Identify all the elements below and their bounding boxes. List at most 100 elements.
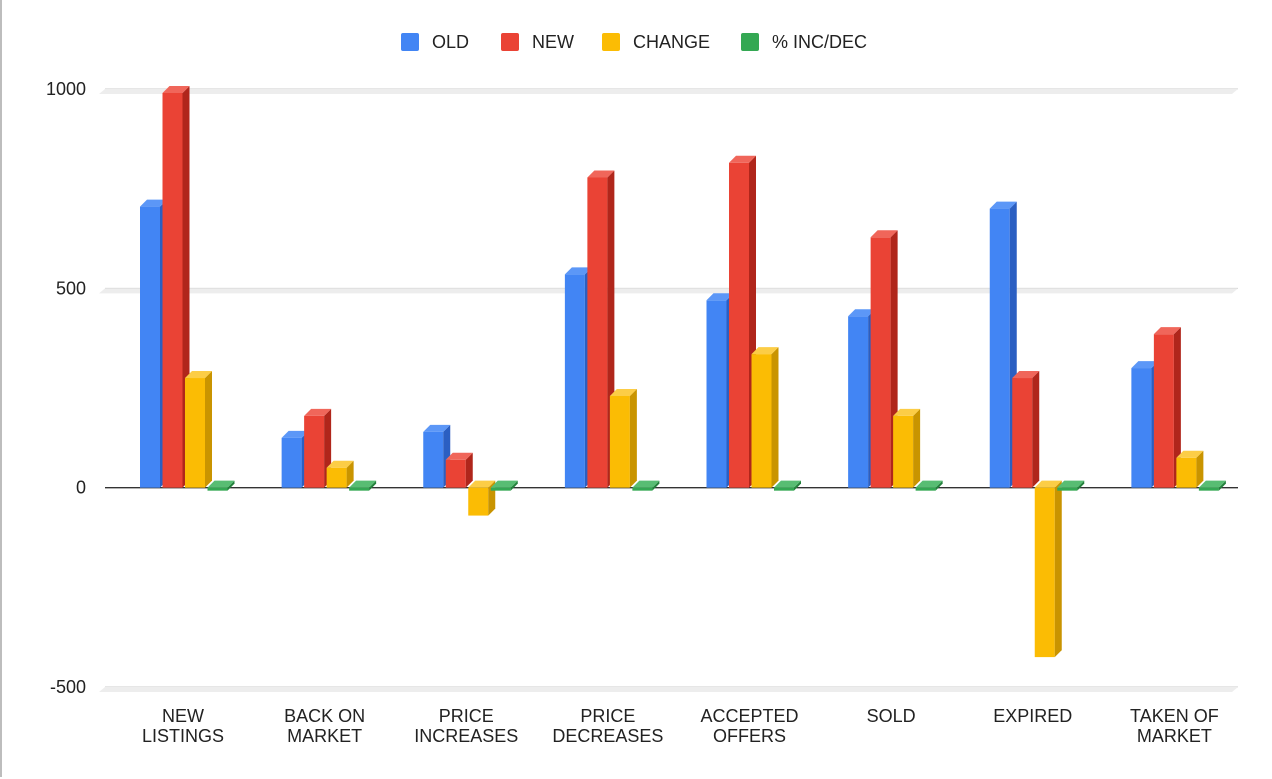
legend-item[interactable]: OLD xyxy=(401,32,469,52)
bar-side xyxy=(652,480,660,491)
bar-side xyxy=(794,480,801,491)
bar-front xyxy=(893,415,914,488)
bars xyxy=(140,85,1226,658)
x-category-label: DECREASES xyxy=(552,726,663,746)
bar--inc-dec xyxy=(207,480,235,491)
bar-top xyxy=(893,408,921,416)
bar-front xyxy=(848,316,869,488)
bar-side xyxy=(1196,450,1204,488)
bar-front xyxy=(706,300,727,488)
legend-item[interactable]: CHANGE xyxy=(602,32,710,52)
bar-front xyxy=(1012,378,1033,488)
bar-side xyxy=(510,480,518,491)
gridline-depth xyxy=(99,687,1238,692)
legend[interactable]: OLD NEW CHANGE % INC/DEC xyxy=(401,32,867,52)
bar-front xyxy=(774,487,794,491)
bar-new xyxy=(1153,327,1181,488)
x-category-label: LISTINGS xyxy=(142,726,224,746)
y-tick-label: -500 xyxy=(50,677,86,697)
bar--inc-dec xyxy=(632,480,660,491)
bar-change xyxy=(1034,480,1062,658)
bar-front xyxy=(207,487,228,491)
bar-side xyxy=(1173,327,1181,488)
bar-change xyxy=(1176,450,1204,488)
bar-top xyxy=(706,293,734,301)
bar-side xyxy=(205,371,212,488)
bar-change xyxy=(185,371,212,488)
bar--inc-dec xyxy=(1198,480,1226,491)
bar-side xyxy=(629,388,637,488)
bar-side xyxy=(227,480,235,491)
bar--inc-dec xyxy=(915,480,943,491)
legend-label: % INC/DEC xyxy=(772,32,867,52)
bar-new xyxy=(1012,371,1040,488)
bar-front xyxy=(185,378,205,488)
x-category-label: PRICE xyxy=(439,706,494,726)
bar-front xyxy=(729,162,749,488)
x-category-label: NEW xyxy=(162,706,204,726)
bar-top xyxy=(915,480,943,488)
x-category-label: SOLD xyxy=(867,706,916,726)
legend-item[interactable]: NEW xyxy=(501,32,574,52)
bar-top xyxy=(304,408,332,416)
bar-front xyxy=(1057,487,1078,491)
x-category-label: EXPIRED xyxy=(993,706,1072,726)
bar--inc-dec xyxy=(490,480,518,491)
bar-side xyxy=(346,460,354,488)
bar-front xyxy=(989,208,1010,488)
bar-front xyxy=(1198,487,1219,491)
bar-top xyxy=(609,388,637,396)
bar-new xyxy=(445,452,473,488)
bar-change xyxy=(609,388,637,488)
bar-side xyxy=(1054,480,1062,658)
bar-top xyxy=(349,480,377,488)
y-tick-label: 1000 xyxy=(46,79,86,99)
bar-front xyxy=(468,487,489,516)
bar-top xyxy=(774,480,801,488)
bar-change xyxy=(326,460,354,488)
bar-side xyxy=(913,408,921,488)
bar-front xyxy=(281,437,302,488)
bar-top xyxy=(281,430,309,438)
legend-item[interactable]: % INC/DEC xyxy=(741,32,867,52)
bar-front xyxy=(1131,368,1152,488)
bar-front xyxy=(162,92,183,488)
bar-side xyxy=(1077,480,1085,491)
bar-side xyxy=(1218,480,1226,491)
bar-top xyxy=(423,424,451,432)
y-axis-ticks: 1000 500 0 -500 xyxy=(46,79,86,697)
bar-top xyxy=(468,480,496,488)
gridline-depth xyxy=(99,89,1238,94)
bar-front xyxy=(304,415,325,488)
x-category-label: INCREASES xyxy=(414,726,518,746)
bar--inc-dec xyxy=(1057,480,1085,491)
bar-front xyxy=(445,459,466,488)
bar-top xyxy=(445,452,473,460)
bar-top xyxy=(1131,361,1159,369)
x-category-label: TAKEN OF xyxy=(1130,706,1219,726)
bar-top xyxy=(1012,371,1040,379)
bar-front xyxy=(751,354,772,488)
legend-swatch xyxy=(602,33,620,51)
legend-label: CHANGE xyxy=(633,32,710,52)
bar-side xyxy=(1032,371,1040,488)
bar-change xyxy=(468,480,496,516)
bar--inc-dec xyxy=(349,480,377,491)
y-tick-label: 0 xyxy=(76,478,86,498)
bar-front xyxy=(423,431,444,488)
y-tick-label: 500 xyxy=(56,278,86,298)
bar-change xyxy=(751,347,779,488)
bar-front xyxy=(915,487,936,491)
bar-front xyxy=(1034,487,1055,658)
x-category-label: MARKET xyxy=(287,726,362,746)
bar-top xyxy=(490,480,518,488)
x-category-label: OFFERS xyxy=(713,726,786,746)
bar-top xyxy=(140,199,167,207)
bar-top xyxy=(751,347,779,355)
bar-top xyxy=(632,480,660,488)
legend-label: OLD xyxy=(432,32,469,52)
bar-top xyxy=(989,201,1017,209)
